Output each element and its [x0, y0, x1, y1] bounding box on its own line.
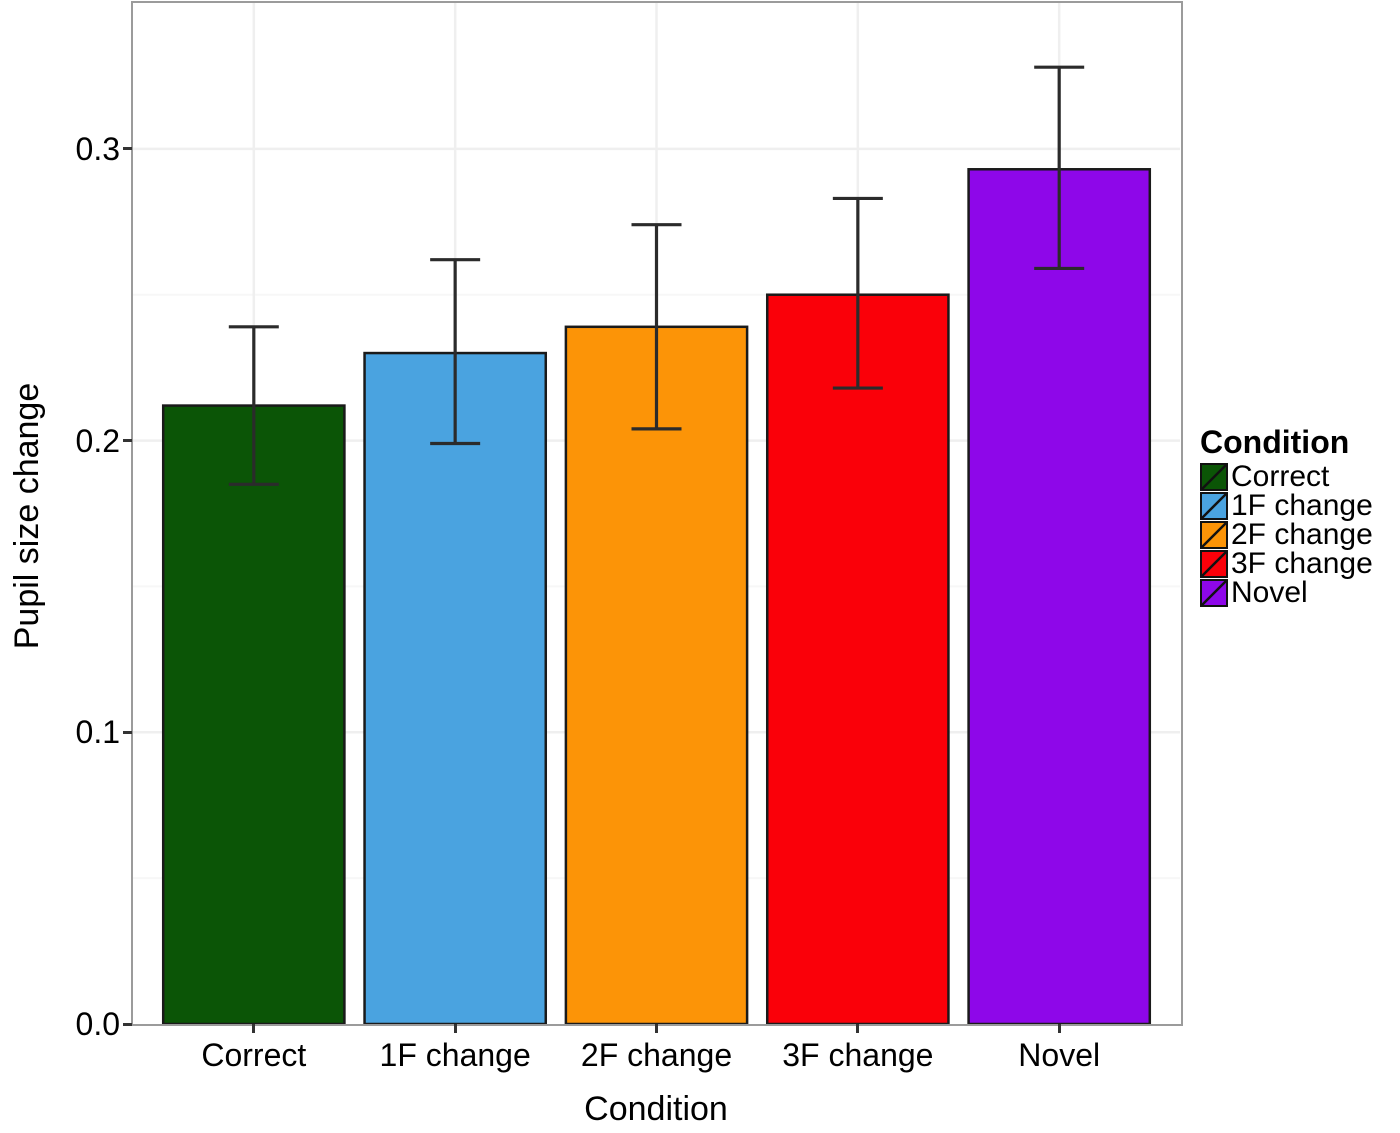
y-tick-label: 0.3 — [75, 130, 120, 167]
x-axis-tick — [655, 1024, 658, 1033]
bar-3f-change — [765, 293, 950, 1024]
legend-item-label: Correct — [1231, 460, 1330, 493]
legend-key-swatch-icon — [1200, 491, 1228, 520]
legend-item-label: 3F change — [1231, 547, 1373, 580]
bar-2f-change — [564, 325, 749, 1024]
x-tick-label: 1F change — [379, 1037, 531, 1073]
legend-key-swatch-icon — [1200, 462, 1228, 491]
legend-item-label: Novel — [1231, 576, 1308, 609]
x-axis-tick — [252, 1024, 256, 1033]
legend: Condition Correct 1F change 2F change 3F… — [1200, 424, 1400, 609]
legend-item-correct: Correct — [1200, 460, 1400, 493]
x-tick-label: Correct — [201, 1037, 307, 1073]
bar-correct — [161, 404, 346, 1024]
x-tick-label: 2F change — [580, 1037, 733, 1073]
y-tick-label: 0.1 — [75, 714, 120, 751]
legend-key-swatch-icon — [1200, 549, 1228, 578]
legend-key-swatch-icon — [1200, 520, 1228, 549]
y-axis-tick — [123, 1022, 132, 1026]
y-tick-label: 0.0 — [75, 1006, 120, 1042]
x-axis-tick — [453, 1024, 457, 1033]
x-axis-title: Condition — [584, 1090, 728, 1128]
legend-item-3f-change: 3F change — [1200, 547, 1400, 580]
y-axis-tick — [123, 439, 132, 443]
legend-item-1f-change: 1F change — [1200, 489, 1400, 522]
plot-area-svg — [133, 3, 1180, 1024]
legend-key-swatch-icon — [1200, 578, 1228, 607]
y-axis-title: Pupil size change — [8, 382, 46, 650]
x-axis-tick — [856, 1024, 860, 1033]
y-axis-tick — [123, 147, 132, 151]
bar-novel — [967, 168, 1152, 1024]
bar-1f-change — [363, 351, 548, 1024]
x-tick-label: Novel — [1018, 1037, 1101, 1073]
y-axis-tick — [123, 730, 132, 734]
plot-panel — [131, 1, 1183, 1026]
legend-item-2f-change: 2F change — [1200, 518, 1400, 551]
legend-title: Condition — [1200, 424, 1350, 460]
legend-item-label: 1F change — [1231, 489, 1373, 522]
legend-item-label: 2F change — [1231, 518, 1373, 551]
x-axis-tick — [1057, 1024, 1061, 1033]
legend-item-novel: Novel — [1200, 576, 1400, 609]
x-tick-label: 3F change — [782, 1037, 934, 1073]
y-tick-label: 0.2 — [75, 422, 120, 459]
